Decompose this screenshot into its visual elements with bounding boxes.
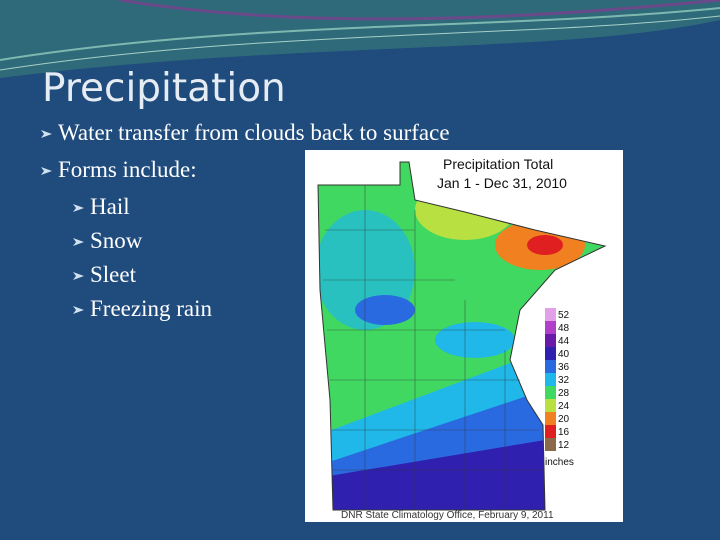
legend-swatch <box>545 334 556 347</box>
bullet-icon <box>73 272 84 280</box>
legend-unit: inches <box>545 457 574 468</box>
slide-title: Precipitation <box>42 66 286 111</box>
legend-label: 16 <box>558 427 570 438</box>
legend-swatch <box>545 347 556 360</box>
legend-swatch <box>545 321 556 334</box>
legend-swatch <box>545 386 556 399</box>
legend-swatch <box>545 399 556 412</box>
bullet-text: Water transfer from clouds back to surfa… <box>58 120 450 145</box>
legend-swatch <box>545 412 556 425</box>
bullet-icon <box>73 306 84 314</box>
map-graphic: Precipitation Total Jan 1 - Dec 31, 2010… <box>317 156 607 521</box>
legend-label: 40 <box>558 349 570 360</box>
legend-swatch <box>545 425 556 438</box>
legend-swatch <box>545 373 556 386</box>
bullet-icon <box>41 167 52 175</box>
bullet-icon <box>41 130 52 138</box>
bullet-text: Forms include: <box>58 157 197 182</box>
bullet-icon <box>73 204 84 212</box>
bullet-icon <box>73 238 84 246</box>
legend-label: 48 <box>558 323 570 334</box>
legend-label: 24 <box>558 401 570 412</box>
legend-label: 44 <box>558 336 570 347</box>
bullet-text: Freezing rain <box>90 296 212 321</box>
bullet-text: Hail <box>90 194 130 219</box>
legend-label: 36 <box>558 362 570 373</box>
legend-swatch <box>545 308 556 321</box>
legend-swatch <box>545 360 556 373</box>
bullet: Forms include: <box>41 157 197 183</box>
bullet: Snow <box>73 228 143 254</box>
bullet-text: Snow <box>90 228 143 253</box>
bullet: Water transfer from clouds back to surfa… <box>41 120 450 146</box>
map-title: Precipitation Total <box>443 156 553 172</box>
precipitation-map: Precipitation Total Jan 1 - Dec 31, 2010… <box>305 150 623 522</box>
legend-label: 32 <box>558 375 570 386</box>
map-subtitle: Jan 1 - Dec 31, 2010 <box>437 175 567 191</box>
bullet-text: Sleet <box>90 262 136 287</box>
decor-wave <box>0 0 720 78</box>
legend-label: 52 <box>558 310 570 321</box>
legend-swatch <box>545 438 556 451</box>
legend-label: 20 <box>558 414 570 425</box>
bullet: Freezing rain <box>73 296 212 322</box>
legend-label: 12 <box>558 440 570 451</box>
legend: 52 48 44 40 36 32 28 24 20 16 12 <box>545 308 570 451</box>
legend-label: 28 <box>558 388 570 399</box>
bullet: Hail <box>73 194 130 220</box>
bullet: Sleet <box>73 262 136 288</box>
map-credit: DNR State Climatology Office, February 9… <box>341 510 554 521</box>
